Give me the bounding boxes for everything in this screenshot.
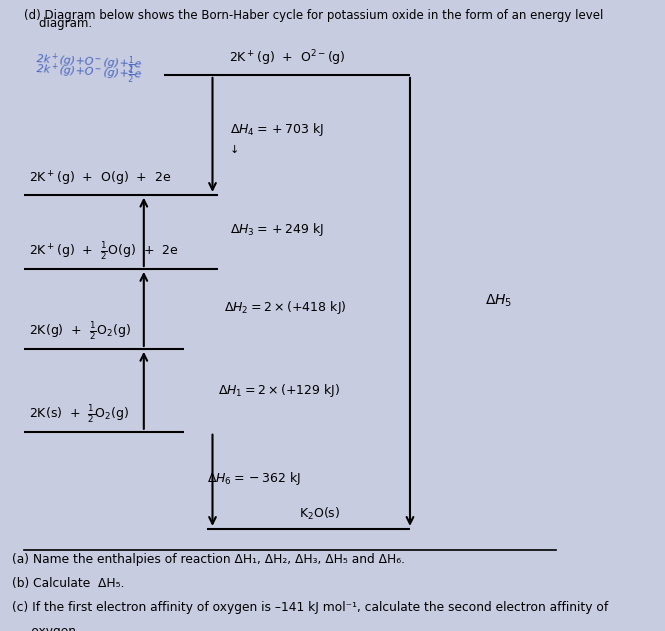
Text: 2K$^+$(g)  +  O$^{2-}$(g): 2K$^+$(g) + O$^{2-}$(g) — [229, 49, 345, 68]
Text: oxygen.: oxygen. — [12, 625, 80, 631]
Text: 2K(s)  +  $\frac{1}{2}$O$_2$(g): 2K(s) + $\frac{1}{2}$O$_2$(g) — [29, 403, 130, 425]
Text: K$_2$O(s): K$_2$O(s) — [299, 506, 340, 522]
Text: (b) Calculate  ΔH₅.: (b) Calculate ΔH₅. — [12, 577, 124, 591]
Text: (c) If the first electron affinity of oxygen is –141 kJ mol⁻¹, calculate the sec: (c) If the first electron affinity of ox… — [12, 601, 608, 615]
Text: (d) Diagram below shows the Born-Haber cycle for potassium oxide in the form of : (d) Diagram below shows the Born-Haber c… — [23, 9, 603, 22]
Text: 2K$^+$(g)  +  $\frac{1}{2}$O(g)  +  2e: 2K$^+$(g) + $\frac{1}{2}$O(g) + 2e — [29, 240, 179, 262]
Text: $\Delta H_3 = +249\ \mathrm{kJ}$: $\Delta H_3 = +249\ \mathrm{kJ}$ — [229, 221, 324, 237]
Text: (a) Name the enthalpies of reaction ΔH₁, ΔH₂, ΔH₃, ΔH₅ and ΔH₆.: (a) Name the enthalpies of reaction ΔH₁,… — [12, 553, 405, 567]
Text: $\Delta H_4 = +703\ \mathrm{kJ}$: $\Delta H_4 = +703\ \mathrm{kJ}$ — [229, 121, 324, 138]
Text: $\Delta H_2 = 2 \times (+418\ \mathrm{kJ})$: $\Delta H_2 = 2 \times (+418\ \mathrm{kJ… — [224, 299, 346, 316]
Text: $\Delta H_6 = -362\ \mathrm{kJ}$: $\Delta H_6 = -362\ \mathrm{kJ}$ — [207, 470, 301, 487]
Text: $\Delta H_5$: $\Delta H_5$ — [485, 292, 512, 309]
Text: $\downarrow$: $\downarrow$ — [227, 143, 238, 155]
Text: $\Delta H_1 = 2 \times (+129\ \mathrm{kJ})$: $\Delta H_1 = 2 \times (+129\ \mathrm{kJ… — [218, 382, 340, 399]
Text: 2k$^+$(g)+O$^-$(g)+$\frac{1}{2}$e: 2k$^+$(g)+O$^-$(g)+$\frac{1}{2}$e — [35, 49, 143, 76]
Text: 2K(g)  +  $\frac{1}{2}$O$_2$(g): 2K(g) + $\frac{1}{2}$O$_2$(g) — [29, 320, 131, 342]
Text: 2k$^+$(g)+O$^-$(g)+$\frac{1}{2}$e: 2k$^+$(g)+O$^-$(g)+$\frac{1}{2}$e — [35, 59, 143, 86]
Text: 2K$^+$(g)  +  O(g)  +  2e: 2K$^+$(g) + O(g) + 2e — [29, 170, 172, 188]
Text: diagram.: diagram. — [23, 16, 92, 30]
